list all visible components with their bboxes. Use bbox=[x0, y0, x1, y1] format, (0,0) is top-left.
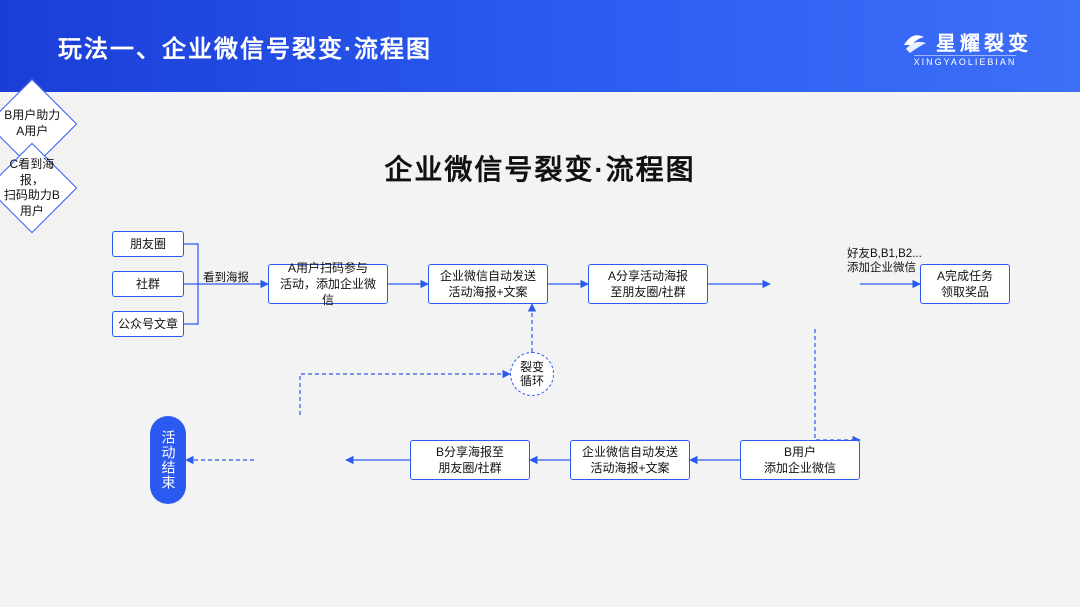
node-a-share: A分享活动海报至朋友圈/社群 bbox=[588, 264, 708, 304]
flowchart-canvas: 企业微信号裂变·流程图 朋友圈 社群 公众号文章 看到海报 A用户扫码参与活动，… bbox=[0, 92, 1080, 607]
node-source-moments: 朋友圈 bbox=[112, 231, 184, 257]
node-b-share: B分享海报至朋友圈/社群 bbox=[410, 440, 530, 480]
node-a-done: A完成任务领取奖品 bbox=[920, 264, 1010, 304]
label-friends-add: 好友B,B1,B2...添加企业微信 bbox=[847, 247, 922, 276]
slide-header: 玩法一、企业微信号裂变·流程图 星耀裂变 XINGYAOLIEBIAN bbox=[0, 0, 1080, 92]
logo-subtext: XINGYAOLIEBIAN bbox=[914, 55, 1017, 67]
brand-logo: 星耀裂变 XINGYAOLIEBIAN bbox=[898, 25, 1032, 67]
node-source-article: 公众号文章 bbox=[112, 311, 184, 337]
node-auto-send-a: 企业微信自动发送活动海报+文案 bbox=[428, 264, 548, 304]
logo-text: 星耀裂变 bbox=[936, 27, 1032, 56]
logo-icon bbox=[898, 25, 930, 57]
flowchart-edges bbox=[0, 92, 1080, 607]
label-see-poster: 看到海报 bbox=[203, 269, 249, 285]
node-source-group: 社群 bbox=[112, 271, 184, 297]
node-a-scan: A用户扫码参与活动，添加企业微信 bbox=[268, 264, 388, 304]
node-b-add: B用户添加企业微信 bbox=[740, 440, 860, 480]
slide-title: 玩法一、企业微信号裂变·流程图 bbox=[58, 29, 432, 64]
node-loop: 裂变循环 bbox=[510, 352, 554, 396]
node-auto-send-b: 企业微信自动发送活动海报+文案 bbox=[570, 440, 690, 480]
node-end: 活动结束 bbox=[150, 416, 186, 504]
